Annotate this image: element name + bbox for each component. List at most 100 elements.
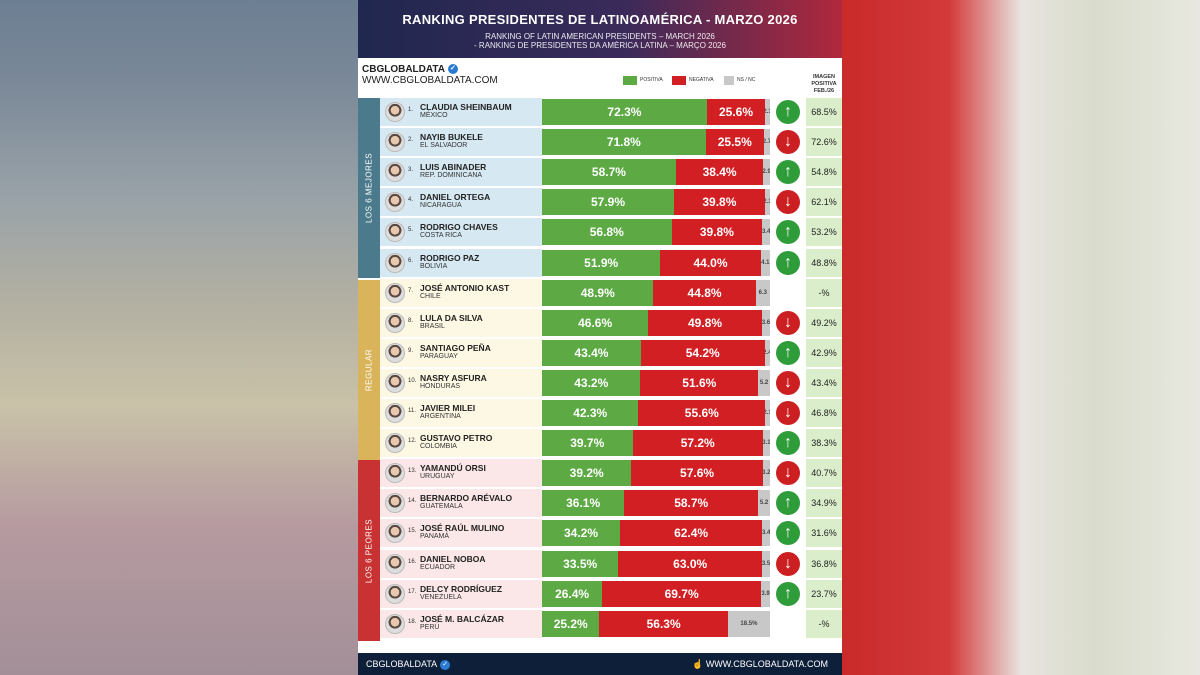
previous-positive-value: 54.8% xyxy=(806,158,842,187)
rank-number: 8. xyxy=(408,317,414,324)
country-name: NICARAGUA xyxy=(420,202,462,210)
bar-negative: 69.7% xyxy=(602,580,762,607)
previous-positive-value: 36.8% xyxy=(806,549,842,578)
data-label: 69.7% xyxy=(664,586,699,601)
bar-positive: 39.7% xyxy=(542,430,633,457)
arrow-down-icon: ↓ xyxy=(776,130,800,155)
data-label: 2.1 xyxy=(765,109,770,115)
bar-negative: 57.2% xyxy=(632,430,763,457)
stacked-bar: 46.6% 49.8% 3.6 xyxy=(542,309,770,336)
arrow-down-icon: ↓ xyxy=(776,370,800,395)
president-name: RODRIGO PAZ xyxy=(420,252,480,263)
bar-ns: 2.4 xyxy=(764,339,770,366)
bar-ns: 3.9 xyxy=(761,580,770,607)
data-label: 58.7% xyxy=(674,496,709,511)
brand-name: CBGLOBALDATA xyxy=(362,64,445,75)
avatar xyxy=(385,463,405,484)
data-label: 36.1% xyxy=(566,496,601,511)
row-label-bg xyxy=(380,399,542,427)
data-label: 2.3 xyxy=(764,199,770,206)
previous-positive-value: 72.6% xyxy=(806,128,842,157)
table-row: 6. RODRIGO PAZ BOLIVIA 51.9% 44.0% 4.1 ↑… xyxy=(380,248,842,277)
data-label: 25.6% xyxy=(719,105,754,119)
table-row: 15. JOSÉ RAÚL MULINO PANAMÁ 34.2% 62.4% … xyxy=(380,519,842,548)
bar-negative: 58.7% xyxy=(624,490,759,517)
row-label-bg xyxy=(380,218,542,247)
data-label: 3.4 xyxy=(762,229,770,236)
president-name: YAMANDÚ ORSI xyxy=(420,463,486,474)
bar-negative: 39.8% xyxy=(674,189,765,216)
country-name: COLOMBIA xyxy=(420,443,457,451)
data-label: 39.8% xyxy=(702,195,737,210)
data-label: 43.4% xyxy=(574,345,609,360)
stacked-bar: 42.3% 55.6% 2.1 xyxy=(542,400,770,426)
header-banner: RANKING PRESIDENTES DE LATINOAMÉRICA - M… xyxy=(358,0,842,58)
row-label-bg xyxy=(380,459,542,488)
stacked-bar: 33.5% 63.0% 3.5 xyxy=(542,550,770,577)
avatar xyxy=(385,493,405,514)
country-name: URUGUAY xyxy=(420,473,455,481)
rank-number: 15. xyxy=(408,528,417,535)
bar-ns: 2.9 xyxy=(763,159,770,186)
previous-positive-value: 23.7% xyxy=(806,579,842,608)
row-label-bg xyxy=(380,338,542,367)
data-label: 2.9 xyxy=(763,169,770,176)
avatar xyxy=(385,162,405,183)
ranking-panel: RANKING PRESIDENTES DE LATINOAMÉRICA - M… xyxy=(358,0,842,675)
page-title: RANKING PRESIDENTES DE LATINOAMÉRICA - M… xyxy=(402,12,798,27)
footer: CBGLOBALDATA ✓ ☝ WWW.CBGLOBALDATA.COM xyxy=(358,653,842,675)
footer-url[interactable]: ☝ WWW.CBGLOBALDATA.COM xyxy=(692,659,828,669)
data-label: 25.2% xyxy=(553,616,588,631)
row-label-bg xyxy=(380,128,542,157)
data-label: 3.9 xyxy=(761,590,770,597)
country-name: BRASIL xyxy=(420,322,445,330)
data-label: 51.9% xyxy=(584,255,619,270)
bar-ns: 2.7 xyxy=(763,129,770,156)
row-label-bg xyxy=(380,429,542,458)
bar-positive: 48.9% xyxy=(542,279,654,306)
arrow-up-icon: ↑ xyxy=(776,160,800,185)
bar-negative: 55.6% xyxy=(638,400,766,426)
table-row: 7. JOSÉ ANTONIO KAST CHILE 48.9% 44.8% 6… xyxy=(380,278,842,307)
stacked-bar: 58.7% 38.4% 2.9 xyxy=(542,159,770,186)
country-name: MÉXICO xyxy=(420,112,448,119)
arrow-down-icon: ↓ xyxy=(776,461,800,486)
rank-number: 16. xyxy=(408,558,417,565)
avatar xyxy=(385,433,405,454)
avatar xyxy=(385,403,405,423)
table-row: 16. DANIEL NOBOA ECUADOR 33.5% 63.0% 3.5… xyxy=(380,549,842,578)
brand-url[interactable]: WWW.CBGLOBALDATA.COM xyxy=(362,75,498,86)
blurred-background-left xyxy=(0,0,358,675)
stacked-bar: 48.9% 44.8% 6.3 xyxy=(542,279,770,306)
data-label: 2.1 xyxy=(765,410,770,416)
data-label: 72.3% xyxy=(607,105,642,119)
country-name: BOLIVIA xyxy=(420,262,448,270)
data-label: 33.5% xyxy=(563,556,598,571)
bar-ns: 5.2 xyxy=(758,369,770,396)
country-name: PERÚ xyxy=(420,623,440,631)
data-label: 44.8% xyxy=(687,285,722,300)
arrow-down-icon: ↓ xyxy=(776,401,800,425)
bar-ns: 3.6 xyxy=(761,309,770,336)
bar-ns: 4.1 xyxy=(760,249,770,276)
data-label: 51.6% xyxy=(682,375,717,390)
president-name: NASRY ASFURA xyxy=(420,372,487,383)
row-label-bg xyxy=(380,489,542,518)
bar-ns: 3.4 xyxy=(762,520,770,547)
pointer-icon: ☝ xyxy=(692,659,704,669)
bar-negative: 54.2% xyxy=(640,339,765,366)
stacked-bar: 43.4% 54.2% 2.4 xyxy=(542,339,770,366)
row-label-bg xyxy=(380,519,542,548)
data-label: 34.2% xyxy=(563,526,598,541)
stacked-bar: 39.2% 57.6% 3.2 xyxy=(542,460,770,487)
table-row: 9. SANTIAGO PEÑA PARAGUAY 43.4% 54.2% 2.… xyxy=(380,338,842,367)
bar-ns: 3.2 xyxy=(762,460,770,487)
previous-positive-value: 38.3% xyxy=(806,429,842,458)
group-best: LOS 6 MEJORES xyxy=(358,98,380,278)
row-label-bg xyxy=(380,98,542,126)
data-label: 39.2% xyxy=(569,466,604,481)
table-row: 17. DELCY RODRÍGUEZ VENEZUELA 26.4% 69.7… xyxy=(380,579,842,608)
avatar xyxy=(385,583,405,604)
bar-positive: 72.3% xyxy=(542,99,707,125)
avatar xyxy=(385,102,405,122)
